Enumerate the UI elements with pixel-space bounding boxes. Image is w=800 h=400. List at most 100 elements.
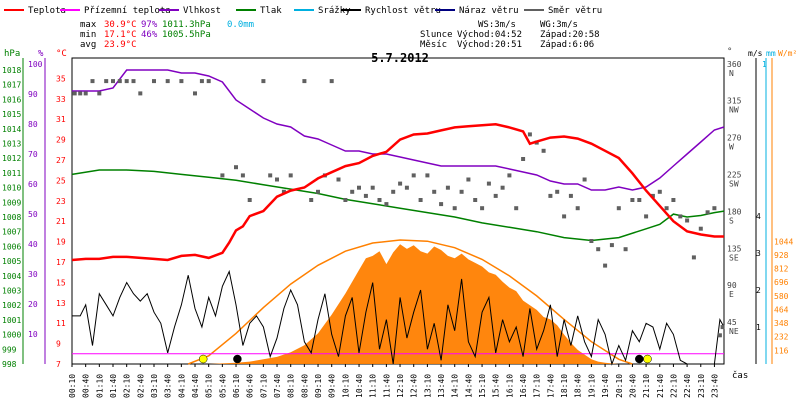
tick-degc: 29 xyxy=(56,136,66,145)
tick-hpa: 1006 xyxy=(2,242,21,251)
wind-direction-point xyxy=(78,91,83,96)
wind-direction-point xyxy=(623,247,628,252)
axis-titles: hPa% °C ° m/s mm W/m² xyxy=(4,47,797,59)
tick-pct: 40 xyxy=(28,240,38,249)
tick-ms: 4 xyxy=(756,212,761,221)
wind-direction-point xyxy=(637,198,642,202)
wind-direction-point xyxy=(104,79,109,84)
x-tick-label: 10:10 xyxy=(341,374,350,398)
x-tick-label: 02:40 xyxy=(136,374,145,398)
wind-direction-point xyxy=(83,91,88,96)
wind-direction-point xyxy=(486,181,491,186)
x-tick-label: 20:10 xyxy=(615,374,624,398)
tick-degc: 9 xyxy=(56,340,61,349)
x-tick-label: 20:40 xyxy=(628,374,637,398)
wind-direction-point xyxy=(281,189,286,194)
x-tick-label: 16:40 xyxy=(519,374,528,398)
legend-label: Rychlost větru xyxy=(365,6,441,16)
marker-sunrise xyxy=(198,354,208,364)
wind-direction-point xyxy=(316,189,320,194)
x-tick-label: 13:40 xyxy=(437,374,446,398)
x-tick-label: 02:10 xyxy=(123,374,132,398)
tick-pct: 100 xyxy=(28,60,43,69)
stat-avg-temp: 23.9°C xyxy=(104,40,137,50)
wind-direction-point xyxy=(117,79,122,84)
wind-direction-point xyxy=(698,226,703,231)
tick-ms: 3 xyxy=(756,249,761,258)
wind-direction-point xyxy=(473,198,478,202)
stat-max-hum: 97% xyxy=(141,20,158,30)
info-sun-set: Západ:20:58 xyxy=(540,30,600,40)
tick-hpa: 1012 xyxy=(2,154,21,163)
wind-direction-point xyxy=(712,206,717,211)
info-moon-label: Měsíc xyxy=(420,40,447,50)
x-tick-label: 03:40 xyxy=(164,374,173,398)
axis-title-hpa: hPa xyxy=(4,49,20,59)
tick-hpa: 1018 xyxy=(2,66,21,75)
x-tick-label: 18:10 xyxy=(560,374,569,398)
series-pressure xyxy=(71,169,725,242)
wind-direction-point xyxy=(603,263,608,268)
tick-pct: 60 xyxy=(28,180,38,189)
tick-deg-dir: SE xyxy=(729,253,739,262)
wind-direction-point xyxy=(493,193,498,198)
stat-min-label: min xyxy=(80,30,96,40)
wind-direction-point xyxy=(138,91,143,96)
wind-direction-point xyxy=(363,193,368,198)
tick-hpa: 999 xyxy=(2,345,17,354)
tick-ms: 1 xyxy=(756,323,761,332)
tick-hpa: 1003 xyxy=(2,287,21,296)
wind-direction-point xyxy=(275,177,279,182)
tick-deg: 315 xyxy=(727,97,742,106)
wind-direction-point xyxy=(370,185,375,190)
wind-direction-point xyxy=(644,214,649,219)
tick-hpa: 1017 xyxy=(2,81,21,90)
tick-hpa: 1000 xyxy=(2,331,21,340)
x-tick-label: 07:40 xyxy=(273,374,282,398)
x-tick-label: 04:40 xyxy=(191,374,200,398)
tick-wm2: 116 xyxy=(774,346,789,355)
x-tick-label: 23:40 xyxy=(710,374,719,398)
wind-direction-point xyxy=(480,206,485,211)
info-moon-set: Západ:6:06 xyxy=(540,40,594,50)
stat-max-rain: 0.0mm xyxy=(227,20,254,30)
tick-wm2: 696 xyxy=(774,278,789,287)
wind-direction-point xyxy=(705,210,710,215)
tick-pct: 90 xyxy=(28,90,38,99)
axis-title-pct: % xyxy=(38,49,44,59)
info-sun-rise: Východ:04:52 xyxy=(457,30,522,40)
stat-min-pres: 1005.5hPa xyxy=(162,30,211,40)
wind-direction-point xyxy=(418,198,423,202)
wind-direction-point xyxy=(193,91,197,96)
tick-pct: 30 xyxy=(28,270,38,279)
x-tick-label: 13:10 xyxy=(423,374,432,398)
wind-direction-point xyxy=(609,243,614,248)
x-tick-label: 18:40 xyxy=(574,374,583,398)
tick-deg-dir: N xyxy=(729,69,734,78)
tick-pct: 80 xyxy=(28,120,38,129)
stat-max-temp: 30.9°C xyxy=(104,20,137,30)
x-tick-label: 09:40 xyxy=(328,374,337,398)
wind-direction-point xyxy=(199,79,204,84)
wind-direction-point xyxy=(131,79,136,84)
tick-wm2: 348 xyxy=(774,319,789,328)
legend-label: Teplota xyxy=(28,6,66,16)
tick-pct: 70 xyxy=(28,150,38,159)
tick-degc: 13 xyxy=(56,299,66,308)
x-tick-label: 05:10 xyxy=(205,374,214,398)
tick-degc: 27 xyxy=(56,156,66,165)
wind-direction-point xyxy=(329,79,334,84)
wind-direction-point xyxy=(664,206,669,211)
tick-hpa: 1016 xyxy=(2,95,21,104)
info-ws: WS:3m/s xyxy=(478,20,516,30)
axis-title-ms: m/s xyxy=(748,49,763,58)
axis-title-degc: °C xyxy=(56,49,67,59)
series-wind-speed xyxy=(72,269,725,366)
wind-direction-point xyxy=(500,185,505,190)
wind-direction-point xyxy=(507,173,512,178)
tick-hpa: 1011 xyxy=(2,169,21,178)
tick-deg: 180 xyxy=(727,207,742,216)
tick-wm2: 464 xyxy=(774,305,789,314)
wind-direction-point xyxy=(568,193,573,198)
